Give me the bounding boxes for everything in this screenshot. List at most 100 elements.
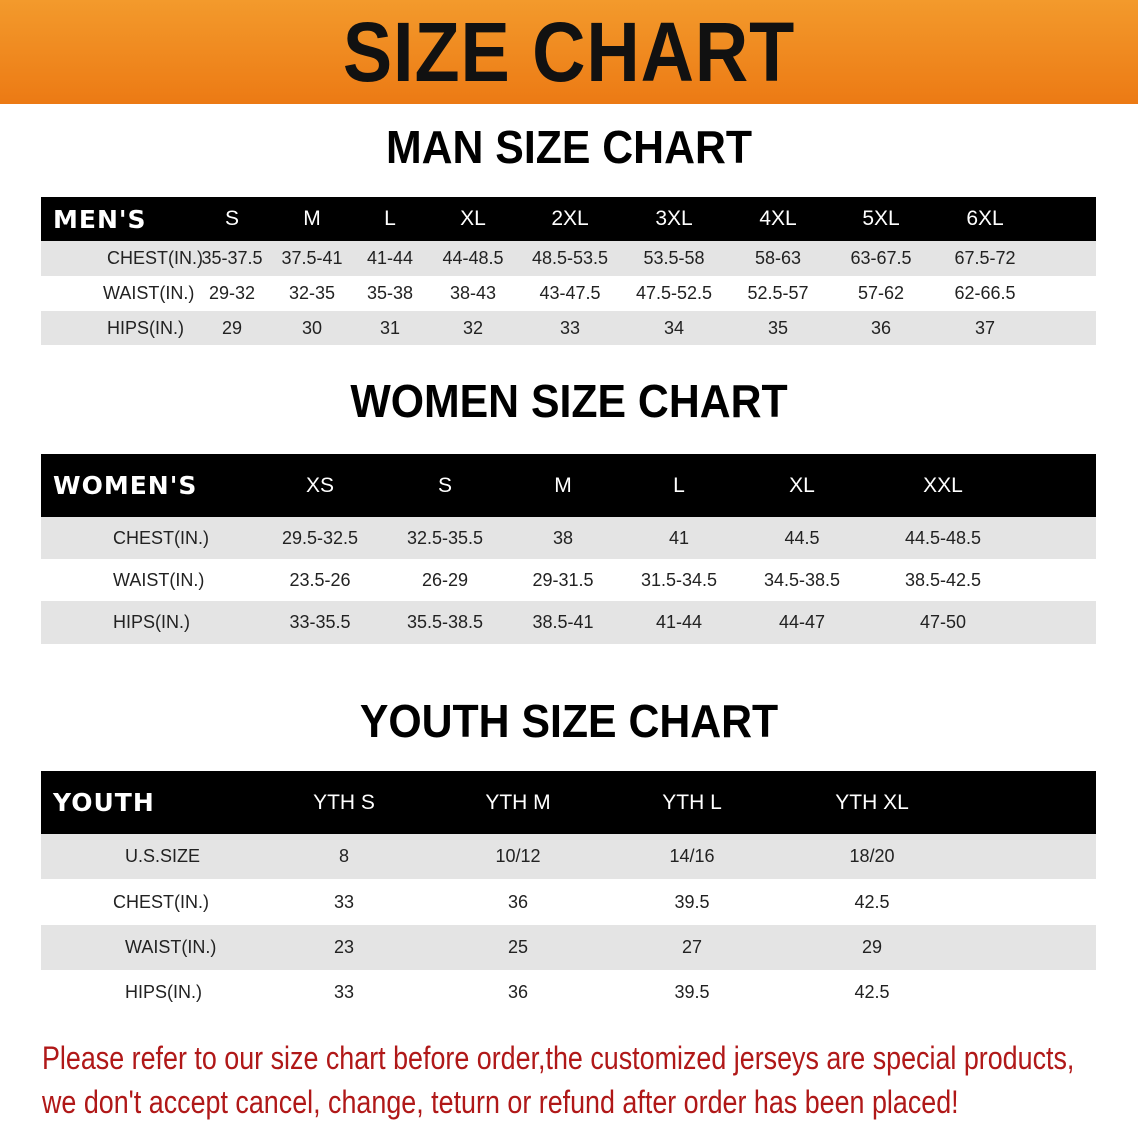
measurement-cell: 8 xyxy=(338,846,350,866)
measurement-cell: 35-38 xyxy=(366,283,414,303)
measurement-cell: 57-62 xyxy=(857,283,905,303)
measurement-cell: 35.5-38.5 xyxy=(406,612,484,632)
measurement-cell: 32.5-35.5 xyxy=(406,527,484,548)
measurement-cell: 52.5-57 xyxy=(747,283,809,303)
row-label-cell: WAIST(IN.) xyxy=(125,937,217,957)
row-label-cell: HIPS(IN.) xyxy=(107,317,185,338)
size-header-cell: YTH S xyxy=(313,790,375,814)
measurement-cell: 63-67.5 xyxy=(850,248,912,268)
row-label-cell: CHEST(IN.) xyxy=(113,891,209,912)
measurement-cell: 35-37.5 xyxy=(201,248,263,268)
measurement-cell: 32-35 xyxy=(288,283,336,303)
measurement-cell: 37 xyxy=(974,317,996,338)
table-row: HIPS(IN.) 33-35.5 35.5-38.5 38.5-41 41-44 44-… xyxy=(41,601,1096,644)
table-title-cell: MEN'S xyxy=(53,204,147,234)
measurement-cell: 41 xyxy=(668,527,690,548)
measurement-cell: 10/12 xyxy=(495,846,541,866)
measurement-cell: 29 xyxy=(861,937,883,957)
measurement-cell: 33 xyxy=(559,317,581,338)
size-header-cell: XL xyxy=(460,207,486,230)
banner: SIZE CHART xyxy=(0,0,1138,104)
row-label-cell: CHEST(IN.) xyxy=(113,527,209,548)
measurement-cell: 58-63 xyxy=(754,248,802,268)
measurement-cell: 38 xyxy=(552,527,574,548)
measurement-cell: 47.5-52.5 xyxy=(635,283,713,303)
measurement-cell: 34.5-38.5 xyxy=(763,569,841,590)
size-header-cell: L xyxy=(384,207,396,230)
measurement-cell: 62-66.5 xyxy=(954,283,1016,303)
size-header-cell: S xyxy=(224,207,240,230)
measurement-cell: 37.5-41 xyxy=(281,248,343,268)
measurement-cell: 43-47.5 xyxy=(539,283,601,303)
table-row: HIPS(IN.) 33 36 39.5 42.5 xyxy=(41,970,1096,1015)
measurement-cell: 31 xyxy=(379,317,401,338)
women-section-title: WOMEN SIZE CHART xyxy=(350,375,788,427)
women-size-table: WOMEN'S XS S M L XL XXL CHEST(IN.) 29.5-32.5 32.5… xyxy=(41,454,1096,644)
row-label-cell: WAIST(IN.) xyxy=(103,283,195,303)
row-label-cell: WAIST(IN.) xyxy=(113,569,205,590)
note-line-1: Please refer to our size chart before or… xyxy=(42,1040,1075,1076)
table-row: WAIST(IN.) 23 25 27 29 xyxy=(41,925,1096,970)
measurement-cell: 30 xyxy=(301,317,323,338)
measurement-cell: 44.5-48.5 xyxy=(904,527,982,548)
table-row: U.S.SIZE 8 10/12 14/16 18/20 xyxy=(41,834,1096,879)
measurement-cell: 36 xyxy=(507,891,529,912)
measurement-cell: 39.5 xyxy=(674,982,710,1002)
row-label-cell: CHEST(IN.) xyxy=(107,248,203,268)
banner-title: SIZE CHART xyxy=(342,5,796,99)
size-header-cell: 5XL xyxy=(862,207,900,230)
measurement-cell: 42.5 xyxy=(854,982,890,1002)
measurement-cell: 44.5 xyxy=(784,527,820,548)
size-header-cell: 3XL xyxy=(655,207,693,230)
table-header-row: MEN'S S M L XL 2XL 3XL 4XL 5XL 6XL xyxy=(41,197,1096,241)
table-row: HIPS(IN.) 29 30 31 32 33 34 35 36 37 xyxy=(41,311,1096,345)
men-section-title: MAN SIZE CHART xyxy=(385,121,752,173)
table-title-cell: YOUTH xyxy=(53,788,155,817)
row-label-cell: U.S.SIZE xyxy=(125,846,201,866)
row-label-cell: HIPS(IN.) xyxy=(113,612,191,632)
order-policy-note: Please refer to our size chart before or… xyxy=(42,1036,1075,1124)
measurement-cell: 44-47 xyxy=(778,612,826,632)
measurement-cell: 38.5-41 xyxy=(532,612,594,632)
measurement-cell: 33 xyxy=(333,982,355,1002)
size-header-cell: XS xyxy=(305,473,335,497)
measurement-cell: 31.5-34.5 xyxy=(640,569,718,590)
size-header-cell: XL xyxy=(789,473,815,497)
table-header-row: YOUTH YTH S YTH M YTH L YTH XL xyxy=(41,771,1096,834)
measurement-cell: 36 xyxy=(507,982,529,1002)
measurement-cell: 48.5-53.5 xyxy=(531,248,609,268)
measurement-cell: 34 xyxy=(663,317,685,338)
size-header-cell: 2XL xyxy=(551,207,589,230)
measurement-cell: 44-48.5 xyxy=(442,248,504,268)
measurement-cell: 29-31.5 xyxy=(532,569,594,590)
youth-section-title: YOUTH SIZE CHART xyxy=(359,695,779,747)
measurement-cell: 33-35.5 xyxy=(289,612,351,632)
row-label-cell: HIPS(IN.) xyxy=(125,982,203,1002)
size-header-cell: M xyxy=(554,473,572,497)
table-title-cell: WOMEN'S xyxy=(53,471,198,500)
measurement-cell: 14/16 xyxy=(669,846,715,866)
table-header-row: WOMEN'S XS S M L XL XXL xyxy=(41,454,1096,517)
measurement-cell: 26-29 xyxy=(421,569,469,590)
table-row: WAIST(IN.) 23.5-26 26-29 29-31.5 31.5-34.5 34… xyxy=(41,559,1096,601)
table-row: WAIST(IN.) 29-32 32-35 35-38 38-43 43-47.5 47.… xyxy=(41,276,1096,311)
size-header-cell: YTH L xyxy=(662,790,722,814)
measurement-cell: 53.5-58 xyxy=(643,248,705,268)
size-header-cell: YTH XL xyxy=(835,790,909,814)
size-header-cell: S xyxy=(437,473,453,497)
measurement-cell: 32 xyxy=(462,317,484,338)
measurement-cell: 39.5 xyxy=(674,891,710,912)
measurement-cell: 38.5-42.5 xyxy=(904,569,982,590)
size-header-cell: 6XL xyxy=(966,207,1004,230)
measurement-cell: 23.5-26 xyxy=(289,569,351,590)
size-header-cell: XXL xyxy=(923,473,963,497)
table-row: CHEST(IN.) 33 36 39.5 42.5 xyxy=(41,879,1096,925)
measurement-cell: 27 xyxy=(681,937,703,957)
measurement-cell: 47-50 xyxy=(919,612,967,632)
size-header-cell: L xyxy=(673,473,685,497)
measurement-cell: 38-43 xyxy=(449,283,497,303)
measurement-cell: 36 xyxy=(870,317,892,338)
measurement-cell: 42.5 xyxy=(854,891,890,912)
size-header-cell: YTH M xyxy=(485,790,551,814)
